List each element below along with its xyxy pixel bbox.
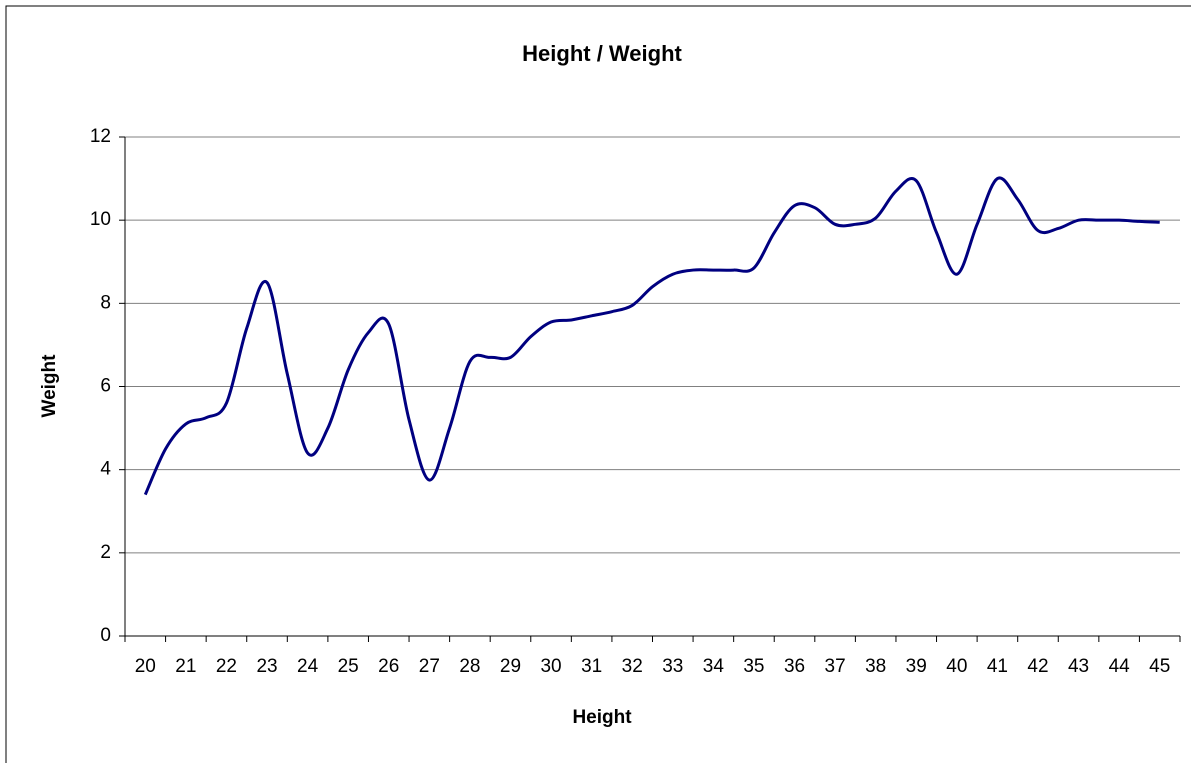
x-tick-label: 45 — [1149, 656, 1170, 677]
y-tick-label: 4 — [100, 459, 111, 480]
x-tick-label: 36 — [784, 656, 805, 677]
y-tick-label: 0 — [100, 625, 111, 646]
y-tick-label: 6 — [100, 376, 111, 397]
chart-title: Height / Weight — [522, 41, 682, 66]
y-tick-label: 2 — [100, 542, 111, 563]
x-tick-label: 39 — [906, 656, 927, 677]
x-tick-label: 26 — [378, 656, 399, 677]
x-tick-label: 29 — [500, 656, 521, 677]
x-tick-label: 33 — [662, 656, 683, 677]
x-tick-label: 34 — [703, 656, 725, 677]
line-series — [143, 176, 1160, 496]
x-tick-label: 25 — [338, 656, 359, 677]
x-tick-label: 31 — [581, 656, 602, 677]
x-tick-label: 35 — [743, 656, 764, 677]
x-tick-label: 44 — [1109, 656, 1131, 677]
x-axis-label: Height — [572, 707, 632, 728]
x-tick-label: 37 — [825, 656, 846, 677]
y-tick-label: 8 — [100, 292, 111, 313]
x-tick-label: 41 — [987, 656, 1008, 677]
x-tick-label: 24 — [297, 656, 319, 677]
x-tick-label: 32 — [622, 656, 643, 677]
y-axis-label: Weight — [39, 354, 60, 418]
x-tick-label: 38 — [865, 656, 886, 677]
x-tick-label: 40 — [946, 656, 967, 677]
x-tick-label: 30 — [540, 656, 561, 677]
x-tick-label: 22 — [216, 656, 237, 677]
x-tick-label: 42 — [1027, 656, 1048, 677]
x-tick-label: 21 — [175, 656, 196, 677]
x-tick-label: 23 — [256, 656, 277, 677]
x-tick-label: 43 — [1068, 656, 1089, 677]
y-tick-label: 12 — [90, 126, 111, 147]
x-tick-label: 27 — [419, 656, 440, 677]
x-tick-label: 28 — [459, 656, 480, 677]
chart-border — [5, 5, 1191, 763]
y-tick-label: 10 — [90, 209, 111, 230]
x-tick-label: 20 — [135, 656, 156, 677]
